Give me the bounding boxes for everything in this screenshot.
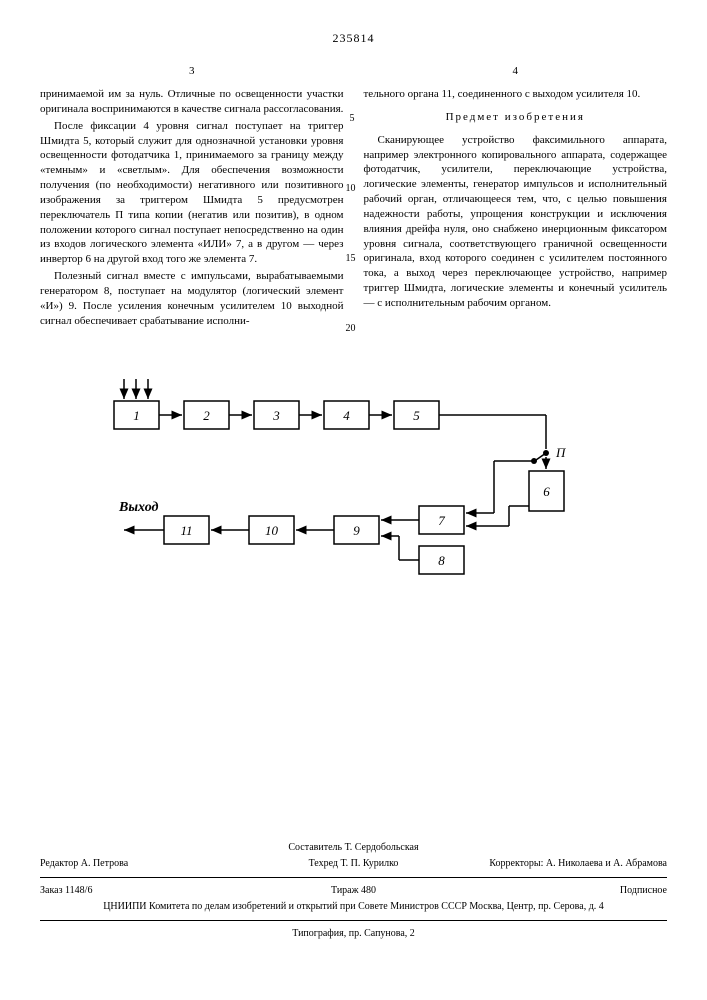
subject-heading: Предмет изобретения [364,110,668,125]
svg-text:8: 8 [438,553,445,568]
right-col-num: 4 [364,64,668,79]
right-column: 4 тельного органа 11, соединенного с вых… [364,64,668,330]
margin-num-10: 10 [346,182,356,196]
right-para-3: Сканирующее устройство факсимильного апп… [364,133,668,311]
svg-text:3: 3 [272,408,280,423]
left-col-num: 3 [40,64,344,79]
right-para-1: тельного органа 11, соединенного с выход… [364,87,668,102]
output-label: Выход [118,500,159,515]
left-para-1: принимаемой им за нуль. Отличные по осве… [40,87,344,117]
footer: Составитель Т. Сердобольская Редактор А.… [40,841,667,941]
text-columns: 3 принимаемой им за нуль. Отличные по ос… [40,64,667,330]
typography: Типография, пр. Сапунова, 2 [40,927,667,941]
left-para-2: После фиксации 4 уровня сигнал поступает… [40,119,344,267]
tirage: Тираж 480 [249,884,458,898]
page-number: 235814 [40,30,667,46]
svg-text:7: 7 [438,513,445,528]
org: ЦНИИПИ Комитета по делам изобретений и о… [40,900,667,914]
compiler: Составитель Т. Сердобольская [40,841,667,855]
svg-text:5: 5 [413,408,420,423]
svg-text:10: 10 [265,523,279,538]
margin-num-20: 20 [346,322,356,336]
techred: Техред Т. П. Курилко [249,857,458,871]
block-diagram: 1 2 3 4 5 6 7 8 9 10 11 П [64,361,644,581]
svg-text:1: 1 [133,408,140,423]
order: Заказ 1148/6 [40,884,249,898]
svg-text:2: 2 [203,408,210,423]
margin-num-5: 5 [350,112,355,126]
editor: Редактор А. Петрова [40,857,249,871]
subscription: Подписное [458,884,667,898]
svg-text:6: 6 [543,484,550,499]
margin-num-15: 15 [346,252,356,266]
correctors: Корректоры: А. Николаева и А. Абрамова [458,857,667,871]
svg-text:9: 9 [353,523,360,538]
left-column: 3 принимаемой им за нуль. Отличные по ос… [40,64,344,330]
switch-label: П [555,445,567,460]
svg-text:11: 11 [180,523,192,538]
svg-text:4: 4 [343,408,350,423]
left-para-3: Полезный сигнал вместе с импульсами, выр… [40,269,344,328]
